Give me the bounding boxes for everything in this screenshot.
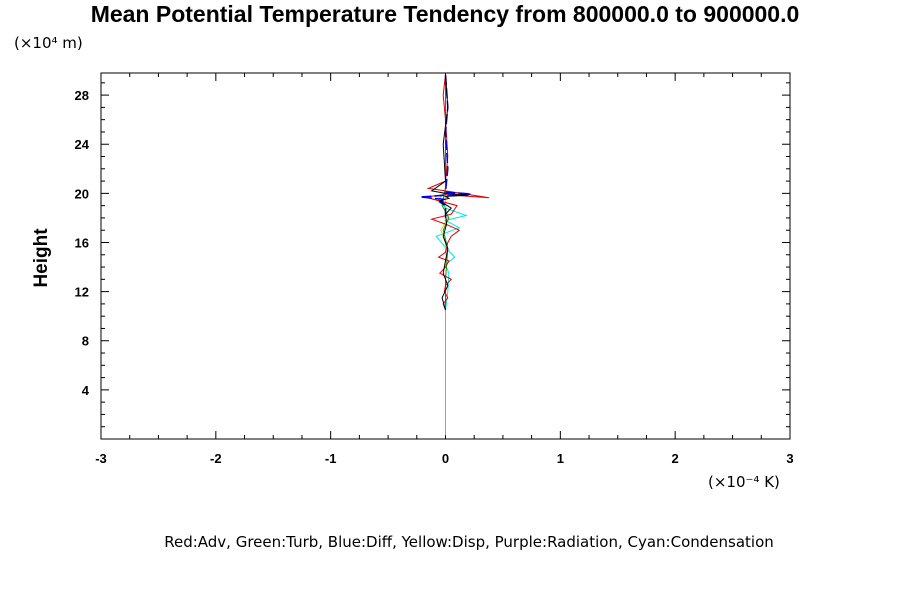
y-tick-label: 24 bbox=[75, 137, 90, 152]
y-tick-label: 8 bbox=[82, 334, 89, 349]
x-tick-label: 1 bbox=[557, 451, 564, 466]
x-tick-label: -2 bbox=[210, 451, 222, 466]
y-tick-label: 16 bbox=[75, 235, 89, 250]
series-line-blue bbox=[420, 74, 471, 218]
x-tick-label: 2 bbox=[672, 451, 679, 466]
y-tick-label: 12 bbox=[75, 285, 89, 300]
x-tick-label: 3 bbox=[786, 451, 793, 466]
series-line-red bbox=[424, 74, 490, 311]
y-tick-label: 4 bbox=[82, 383, 90, 398]
y-tick-label: 20 bbox=[75, 186, 89, 201]
legend-text: Red:Adv, Green:Turb, Blue:Diff, Yellow:D… bbox=[164, 533, 774, 551]
x-tick-label: -3 bbox=[95, 451, 107, 466]
series-line-cyan bbox=[435, 74, 468, 436]
x-tick-label: -1 bbox=[325, 451, 337, 466]
x-axis-unit: (×10⁻⁴ K) bbox=[708, 473, 780, 491]
y-axis-unit: (×10⁴ m) bbox=[14, 34, 83, 52]
x-tick-label: 0 bbox=[442, 451, 449, 466]
series-line-black bbox=[430, 74, 469, 311]
chart-title: Mean Potential Temperature Tendency from… bbox=[90, 1, 800, 27]
y-tick-label: 28 bbox=[75, 88, 89, 103]
